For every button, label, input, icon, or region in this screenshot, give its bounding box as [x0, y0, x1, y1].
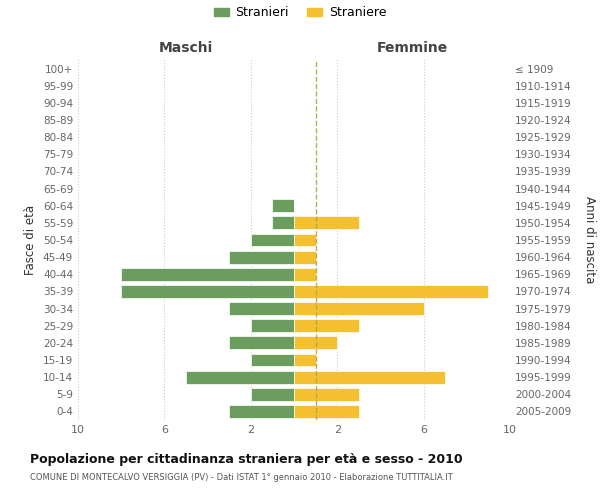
Bar — [229, 250, 294, 264]
Bar — [294, 320, 359, 332]
Legend: Stranieri, Straniere: Stranieri, Straniere — [209, 1, 391, 24]
Y-axis label: Anni di nascita: Anni di nascita — [583, 196, 596, 284]
Bar — [229, 302, 294, 315]
Text: Popolazione per cittadinanza straniera per età e sesso - 2010: Popolazione per cittadinanza straniera p… — [30, 452, 463, 466]
Bar — [121, 268, 294, 280]
Bar — [294, 250, 316, 264]
Bar — [272, 216, 294, 230]
Bar — [272, 200, 294, 212]
Bar — [251, 320, 294, 332]
Bar — [294, 370, 445, 384]
Bar — [229, 405, 294, 418]
Y-axis label: Fasce di età: Fasce di età — [25, 205, 37, 275]
Text: Maschi: Maschi — [159, 41, 213, 55]
Bar — [294, 388, 359, 400]
Bar — [294, 354, 316, 366]
Bar — [229, 336, 294, 349]
Bar — [294, 216, 359, 230]
Bar — [121, 285, 294, 298]
Bar — [251, 354, 294, 366]
Bar — [294, 405, 359, 418]
Bar — [251, 234, 294, 246]
Bar — [294, 268, 316, 280]
Bar — [294, 302, 424, 315]
Text: COMUNE DI MONTECALVO VERSIGGIA (PV) - Dati ISTAT 1° gennaio 2010 - Elaborazione : COMUNE DI MONTECALVO VERSIGGIA (PV) - Da… — [30, 472, 453, 482]
Bar — [186, 370, 294, 384]
Bar — [294, 234, 316, 246]
Bar — [294, 285, 488, 298]
Bar — [294, 336, 337, 349]
Text: Femmine: Femmine — [377, 41, 448, 55]
Bar — [251, 388, 294, 400]
